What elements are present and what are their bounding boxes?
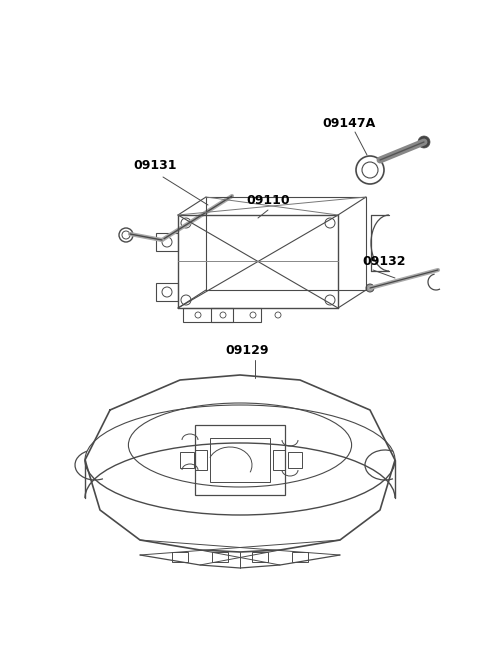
Bar	[156, 233, 178, 251]
Circle shape	[366, 284, 374, 292]
Bar	[156, 283, 178, 301]
Circle shape	[418, 136, 430, 148]
Bar	[195, 450, 207, 470]
Text: 09132: 09132	[362, 255, 406, 268]
Bar	[273, 450, 285, 470]
Bar	[292, 552, 308, 562]
Bar	[195, 425, 285, 495]
Bar	[288, 452, 302, 468]
Bar	[183, 308, 233, 322]
Bar	[252, 552, 268, 562]
Text: 09110: 09110	[246, 194, 289, 207]
Bar	[211, 308, 261, 322]
Bar	[210, 438, 270, 482]
Bar	[212, 552, 228, 562]
Bar	[172, 552, 188, 562]
Text: 09147A: 09147A	[322, 117, 375, 130]
Text: 09131: 09131	[133, 159, 177, 172]
Text: 09129: 09129	[225, 344, 268, 357]
Bar	[180, 452, 194, 468]
